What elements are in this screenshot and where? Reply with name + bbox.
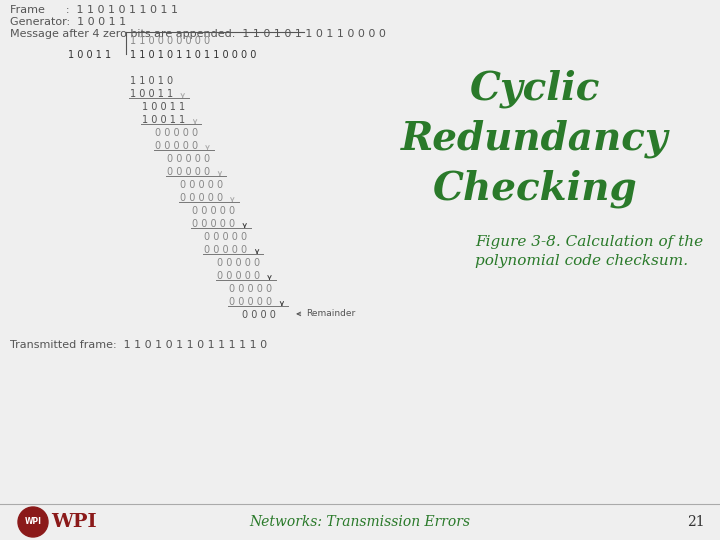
Text: WPI: WPI [51,513,96,531]
Text: 0 0 0 0: 0 0 0 0 [242,310,276,320]
Text: 1 0 0 1 1: 1 0 0 1 1 [143,102,186,112]
Text: 21: 21 [688,515,705,529]
Text: Cyclic: Cyclic [470,70,600,109]
Text: 0 0 0 0 0: 0 0 0 0 0 [179,180,222,190]
Text: Message after 4 zero bits are appended:  1 1 0 1 0 1 1 0 1 1 0 0 0 0: Message after 4 zero bits are appended: … [10,29,386,39]
Text: Redundancy: Redundancy [401,120,669,159]
Text: 0 0 0 0 0: 0 0 0 0 0 [167,154,210,164]
Text: Remainder: Remainder [297,309,356,319]
Text: 1 1 0 1 0 1 1 0 1 1 0 0 0 0: 1 1 0 1 0 1 1 0 1 1 0 0 0 0 [130,50,256,60]
Text: 0 0 0 0 0: 0 0 0 0 0 [167,167,210,177]
Text: 0 0 0 0 0: 0 0 0 0 0 [192,219,235,229]
Text: Networks: Transmission Errors: Networks: Transmission Errors [250,515,470,529]
Text: 0 0 0 0 0: 0 0 0 0 0 [155,141,198,151]
Text: Figure 3-8. Calculation of the
polynomial code checksum.: Figure 3-8. Calculation of the polynomia… [475,235,703,268]
Text: Frame      :  1 1 0 1 0 1 1 0 1 1: Frame : 1 1 0 1 0 1 1 0 1 1 [10,5,178,15]
Text: 1 0 0 1 1: 1 0 0 1 1 [143,115,186,125]
Circle shape [18,507,48,537]
Text: 0 0 0 0 0: 0 0 0 0 0 [217,271,260,281]
Text: 1 0 0 1 1: 1 0 0 1 1 [68,50,112,60]
Text: 0 0 0 0 0: 0 0 0 0 0 [192,206,235,216]
Text: 0 0 0 0 0: 0 0 0 0 0 [204,232,248,242]
Text: 0 0 0 0 0: 0 0 0 0 0 [217,258,260,268]
Text: 1 1 0 1 0: 1 1 0 1 0 [130,76,173,86]
Text: 0 0 0 0 0: 0 0 0 0 0 [155,128,198,138]
Text: 0 0 0 0 0: 0 0 0 0 0 [204,245,248,255]
Text: Checking: Checking [433,170,637,208]
Text: WPI: WPI [24,517,42,526]
Text: Transmitted frame:  1 1 0 1 0 1 1 0 1 1 1 1 1 0: Transmitted frame: 1 1 0 1 0 1 1 0 1 1 1… [10,340,267,350]
Text: Generator:  1 0 0 1 1: Generator: 1 0 0 1 1 [10,17,126,27]
Text: 1 0 0 1 1: 1 0 0 1 1 [130,89,173,99]
Text: 0 0 0 0 0: 0 0 0 0 0 [179,193,222,203]
Text: 0 0 0 0 0: 0 0 0 0 0 [229,284,272,294]
Text: 0 0 0 0 0: 0 0 0 0 0 [229,297,272,307]
Text: 1 1 0 0 0 0 0 0 0: 1 1 0 0 0 0 0 0 0 [130,36,210,46]
